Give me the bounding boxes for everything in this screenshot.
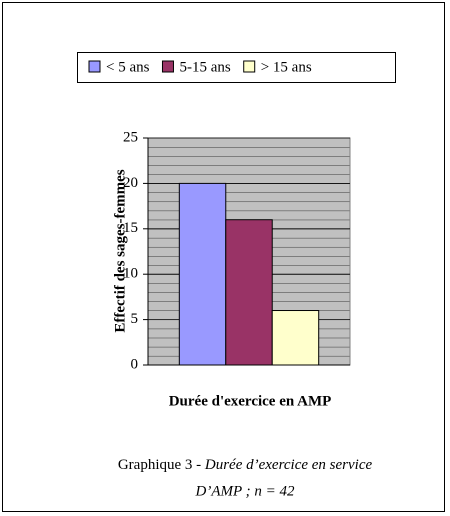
legend-label: < 5 ans <box>106 59 150 75</box>
legend-swatch <box>161 60 174 73</box>
legend-swatch <box>243 60 256 73</box>
y-tick-label: 0 <box>131 356 139 372</box>
legend-box <box>77 52 396 83</box>
y-tick-label: 10 <box>123 266 138 282</box>
y-axis-label: Effectif des sages-femmes <box>112 169 128 332</box>
caption-prefix: Graphique 3 - <box>118 457 201 473</box>
legend-label: 5-15 ans <box>179 59 230 75</box>
bar <box>225 219 273 366</box>
bar <box>178 182 227 366</box>
y-tick-label: 25 <box>123 129 138 145</box>
caption-text: Durée d’exercice en service <box>204 457 373 473</box>
caption-text: D’AMP ; n = 42 <box>195 483 295 499</box>
x-axis-label: Durée d'exercice en AMP <box>169 393 332 409</box>
y-tick-label: 5 <box>131 311 139 327</box>
legend-swatch <box>88 60 101 73</box>
caption: Graphique 3 - Durée d’exercice en servic… <box>118 457 373 473</box>
bar <box>271 310 320 366</box>
legend-label: > 15 ans <box>261 59 312 75</box>
y-tick-label: 15 <box>123 220 138 236</box>
y-tick-label: 20 <box>123 175 138 191</box>
